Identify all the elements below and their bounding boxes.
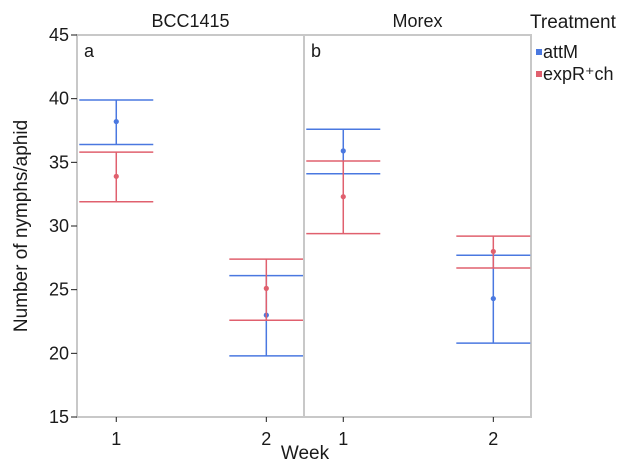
legend-title: Treatment bbox=[530, 12, 617, 33]
y-tick-label: 20 bbox=[49, 343, 69, 363]
error-bar bbox=[79, 151, 154, 203]
x-axis-title: Week bbox=[281, 443, 330, 461]
x-axis: 1 2 1 2 bbox=[111, 417, 498, 449]
error-bar bbox=[79, 99, 154, 146]
y-tick-label: 40 bbox=[49, 89, 69, 109]
y-tick-label: 30 bbox=[49, 216, 69, 236]
y-tick-label: 35 bbox=[49, 152, 69, 172]
error-bar bbox=[456, 235, 531, 269]
mean-point bbox=[113, 118, 119, 125]
panel-tag: a bbox=[84, 41, 95, 61]
x-tick-label: 2 bbox=[261, 429, 271, 449]
error-bar bbox=[229, 258, 304, 321]
x-tick-label: 1 bbox=[338, 429, 348, 449]
mean-point bbox=[113, 173, 119, 179]
x-tick-label: 2 bbox=[488, 429, 498, 449]
y-tick-label: 45 bbox=[49, 25, 69, 45]
mean-point bbox=[340, 194, 346, 200]
panel-title: Morex bbox=[392, 11, 442, 31]
y-axis: 15 20 25 30 35 40 45 bbox=[49, 25, 77, 427]
legend-swatch bbox=[536, 49, 542, 55]
mean-point bbox=[263, 285, 269, 291]
y-axis-title: Number of nymphs/aphid bbox=[11, 120, 32, 332]
panel-title: BCC1415 bbox=[151, 11, 229, 31]
x-tick-label: 1 bbox=[111, 429, 121, 449]
panel-2: Morex b bbox=[303, 11, 532, 418]
mean-point bbox=[490, 295, 496, 302]
legend-item-label: expR⁺ch bbox=[543, 64, 614, 84]
error-bar bbox=[306, 160, 381, 235]
mean-point bbox=[340, 148, 346, 154]
panel-frame bbox=[76, 34, 305, 418]
mean-point bbox=[490, 248, 496, 255]
panel-tag: b bbox=[311, 41, 321, 61]
y-tick-label: 25 bbox=[49, 280, 69, 300]
legend-item-label: attM bbox=[543, 42, 578, 62]
y-tick-label: 15 bbox=[49, 407, 69, 427]
panel-frame bbox=[303, 34, 532, 418]
panel-1: BCC1415 a bbox=[76, 11, 305, 418]
panels: BCC1415 a Morex b bbox=[76, 11, 532, 418]
legend-swatch bbox=[536, 71, 542, 77]
